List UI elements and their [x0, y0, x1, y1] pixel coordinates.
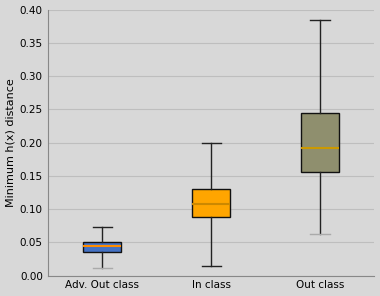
Y-axis label: Minimum h(x) distance: Minimum h(x) distance [6, 78, 16, 207]
PathPatch shape [192, 189, 230, 217]
PathPatch shape [301, 113, 339, 173]
PathPatch shape [83, 242, 121, 252]
